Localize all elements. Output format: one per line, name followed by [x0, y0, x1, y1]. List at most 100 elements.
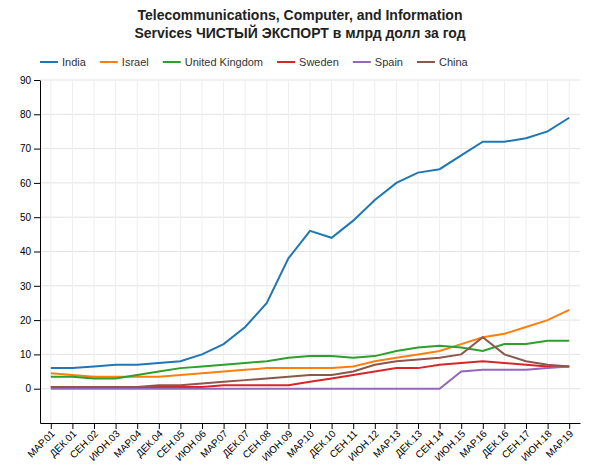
- legend-item: Sweden: [277, 56, 339, 68]
- y-tick-mark: [34, 286, 40, 287]
- x-tick-mark: [569, 423, 570, 429]
- x-tick-mark: [332, 423, 333, 429]
- y-tick: 20: [20, 315, 40, 326]
- legend-swatch: [277, 61, 295, 63]
- grid-line-x: [288, 80, 289, 423]
- y-axis: 0 10 20 30 40 50 60 70 80 90: [20, 75, 41, 424]
- y-tick-mark: [34, 183, 40, 184]
- grid-line-x: [115, 80, 116, 423]
- legend-item: Spain: [353, 56, 403, 68]
- legend-item: Israel: [100, 56, 149, 68]
- x-tick-mark: [548, 423, 549, 429]
- legend-swatch: [353, 61, 371, 63]
- y-tick-label: 90: [20, 75, 32, 86]
- y-tick: 90: [20, 75, 40, 86]
- y-tick-label: 50: [20, 212, 32, 223]
- grid-line-x: [526, 80, 527, 423]
- x-tick-mark: [245, 423, 246, 429]
- grid-line-x: [439, 80, 440, 423]
- grid-line-x: [266, 80, 267, 423]
- x-tick-label: МАР.19: [544, 428, 576, 460]
- legend: India Israel United Kingdom Sweden Spain Chin…: [40, 56, 469, 68]
- series-line: [51, 118, 569, 368]
- legend-label: United Kingdom: [185, 56, 263, 68]
- x-tick-mark: [224, 423, 225, 429]
- x-tick-mark: [51, 423, 52, 429]
- grid-line-x: [202, 80, 203, 423]
- grid-line-x: [94, 80, 95, 423]
- grid-line-x: [418, 80, 419, 423]
- y-tick-mark: [34, 217, 40, 218]
- grid-line-x: [137, 80, 138, 423]
- y-tick: 30: [20, 281, 40, 292]
- y-tick: 40: [20, 246, 40, 257]
- grid-line-x: [310, 80, 311, 423]
- x-tick-mark: [526, 423, 527, 429]
- x-tick: МАР.19: [544, 423, 576, 460]
- y-tick-mark: [34, 80, 40, 81]
- x-tick-mark: [180, 423, 181, 429]
- y-tick-label: 20: [20, 315, 32, 326]
- series-lines: [51, 118, 569, 389]
- x-tick-mark: [504, 423, 505, 429]
- grid-line-x: [504, 80, 505, 423]
- y-tick-label: 30: [20, 281, 32, 292]
- legend-label: India: [62, 56, 87, 68]
- y-tick-mark: [34, 320, 40, 321]
- x-tick-mark: [461, 423, 462, 429]
- legend-swatch: [163, 61, 181, 63]
- series-line: [51, 366, 569, 388]
- y-tick-label: 0: [25, 383, 31, 394]
- grid-line-x: [569, 80, 570, 423]
- y-tick: 80: [20, 109, 40, 120]
- legend-item: United Kingdom: [163, 56, 263, 68]
- y-tick-mark: [34, 114, 40, 115]
- legend-label: Spain: [375, 56, 403, 68]
- chart: Telecommunications, Computer, and Inform…: [0, 0, 600, 475]
- x-tick-mark: [137, 423, 138, 429]
- y-tick-mark: [34, 252, 40, 253]
- y-tick-label: 60: [20, 178, 32, 189]
- y-tick-mark: [34, 149, 40, 150]
- y-tick: 60: [20, 178, 40, 189]
- series-line: [51, 341, 569, 379]
- x-tick-mark: [72, 423, 73, 429]
- x-tick-mark: [202, 423, 203, 429]
- x-tick-mark: [267, 423, 268, 429]
- y-tick-mark: [34, 354, 40, 355]
- x-tick-mark: [310, 423, 311, 429]
- y-tick-label: 70: [20, 143, 32, 154]
- grid-line-x: [482, 80, 483, 423]
- title-line: Telecommunications, Computer, and Inform…: [138, 7, 463, 23]
- legend-swatch: [100, 61, 118, 63]
- legend-label: China: [439, 56, 469, 68]
- grid-line-x: [245, 80, 246, 423]
- plot-area: 0102030405060708090МАР.01ДЕК.01СЕН.02ИЮН…: [20, 75, 581, 463]
- x-tick-mark: [483, 423, 484, 429]
- x-tick-mark: [94, 423, 95, 429]
- x-tick-mark: [418, 423, 419, 429]
- y-axis-line: [40, 81, 41, 424]
- y-tick-label: 10: [20, 349, 32, 360]
- y-tick-label: 40: [20, 246, 32, 257]
- y-tick: 10: [20, 349, 40, 360]
- grid-line-x: [396, 80, 397, 423]
- y-tick: 0: [25, 383, 40, 394]
- grid-line-x: [331, 80, 332, 423]
- grid-line-x: [72, 80, 73, 423]
- title-line: Services ЧИСТЫЙ ЭКСПОРТ в млрд долл за г…: [134, 24, 465, 41]
- y-tick: 50: [20, 212, 40, 223]
- y-tick: 70: [20, 143, 40, 154]
- x-tick-mark: [440, 423, 441, 429]
- grid: [40, 80, 580, 423]
- legend-label: Sweden: [299, 56, 339, 68]
- legend-swatch: [417, 61, 435, 63]
- grid-line-x: [180, 80, 181, 423]
- x-tick-mark: [375, 423, 376, 429]
- legend-label: Israel: [122, 56, 149, 68]
- y-tick-mark: [34, 389, 40, 390]
- x-tick-mark: [159, 423, 160, 429]
- legend-item: China: [417, 56, 469, 68]
- x-tick-mark: [353, 423, 354, 429]
- legend-swatch: [40, 61, 58, 63]
